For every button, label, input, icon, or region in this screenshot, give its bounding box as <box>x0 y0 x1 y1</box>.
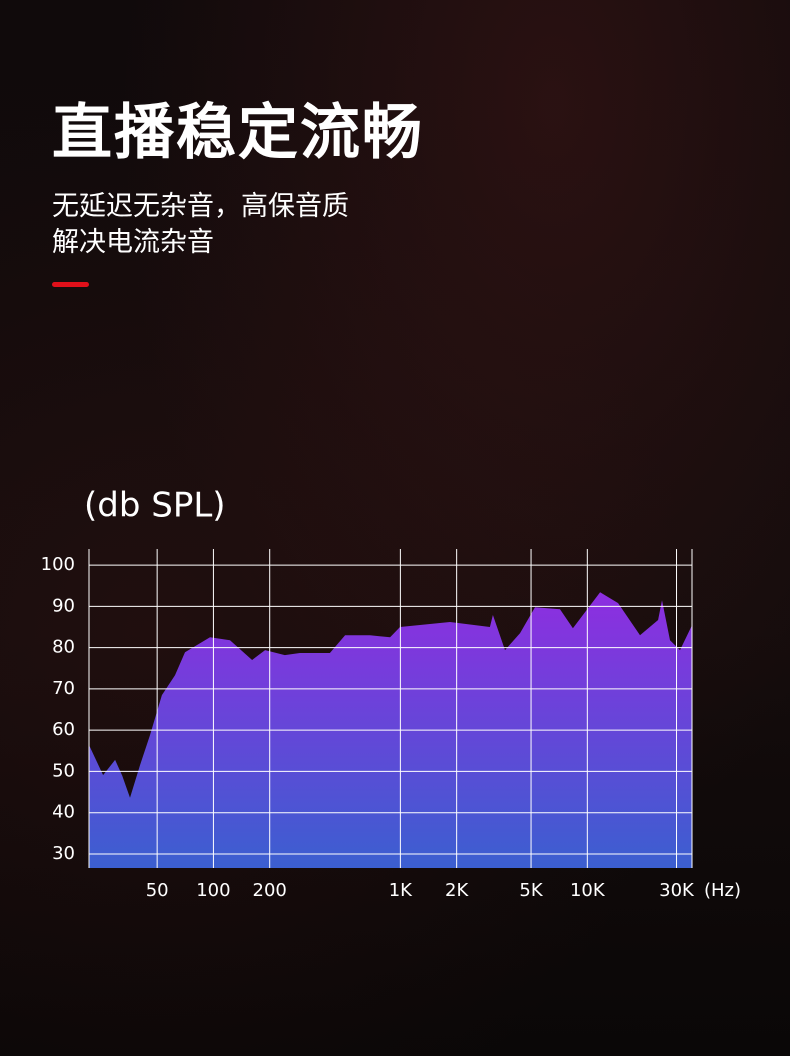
x-tick-label: 100 <box>196 880 230 901</box>
y-tick-label: 40 <box>52 802 75 823</box>
x-tick-label: 30K <box>659 880 695 901</box>
subtitle: 解决电流杂音 <box>52 227 214 258</box>
x-tick-label: 200 <box>253 880 287 901</box>
x-tick-label: 50 <box>146 880 169 901</box>
subtitle: 无延迟无杂音，高保音质 <box>52 191 349 222</box>
y-tick-label: 30 <box>52 843 75 864</box>
accent-bar <box>52 282 89 287</box>
y-tick-label: 70 <box>52 678 75 699</box>
y-tick-label: 90 <box>52 595 75 616</box>
x-tick-label: 10K <box>570 880 606 901</box>
y-tick-label: 50 <box>52 760 75 781</box>
y-tick-label: 80 <box>52 637 75 658</box>
title: 直播稳定流畅 <box>52 98 424 168</box>
x-tick-label: 5K <box>519 880 543 901</box>
x-unit: (Hz) <box>704 880 741 901</box>
y-axis-label: (db SPL) <box>84 486 226 526</box>
y-tick-label: 60 <box>52 719 75 740</box>
x-tick-label: 2K <box>445 880 469 901</box>
y-tick-label: 100 <box>41 554 75 575</box>
x-tick-label: 1K <box>389 880 413 901</box>
